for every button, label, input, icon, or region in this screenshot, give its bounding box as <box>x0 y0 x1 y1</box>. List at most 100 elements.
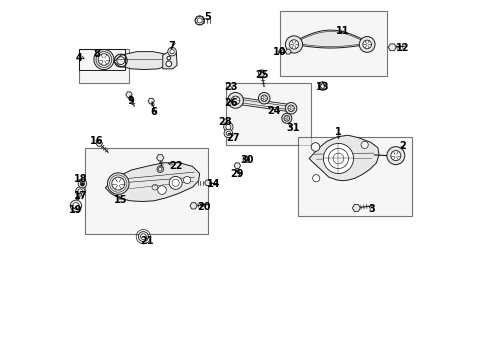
Text: 27: 27 <box>226 133 239 143</box>
Circle shape <box>243 156 249 162</box>
Circle shape <box>158 167 162 171</box>
Circle shape <box>323 143 353 174</box>
Circle shape <box>285 103 296 114</box>
Text: 26: 26 <box>224 98 237 108</box>
Polygon shape <box>148 98 154 104</box>
Circle shape <box>138 231 148 242</box>
Circle shape <box>360 141 367 148</box>
Text: 7: 7 <box>168 41 175 50</box>
Text: 11: 11 <box>336 26 349 36</box>
Circle shape <box>76 187 85 196</box>
Circle shape <box>157 166 163 172</box>
Polygon shape <box>114 51 167 69</box>
Circle shape <box>310 143 319 151</box>
Bar <box>85 148 207 234</box>
Text: 21: 21 <box>140 236 153 246</box>
Text: 31: 31 <box>285 123 299 133</box>
Circle shape <box>223 122 233 132</box>
Text: 17: 17 <box>73 191 87 201</box>
Text: 13: 13 <box>315 82 329 93</box>
Text: 15: 15 <box>114 195 127 205</box>
Text: 20: 20 <box>197 202 211 212</box>
Text: 19: 19 <box>68 206 82 216</box>
Text: 9: 9 <box>127 96 134 106</box>
Text: 24: 24 <box>266 106 280 116</box>
Circle shape <box>78 189 82 194</box>
Circle shape <box>225 125 230 130</box>
Text: 28: 28 <box>218 117 231 127</box>
Text: 18: 18 <box>73 174 87 184</box>
Text: 5: 5 <box>204 12 211 22</box>
Circle shape <box>197 18 202 23</box>
Text: 2: 2 <box>398 141 405 151</box>
Polygon shape <box>293 30 366 48</box>
Circle shape <box>94 49 114 69</box>
Bar <box>279 12 386 76</box>
Circle shape <box>386 147 404 165</box>
Circle shape <box>98 54 109 65</box>
Circle shape <box>167 47 176 56</box>
Text: 3: 3 <box>367 204 374 215</box>
Circle shape <box>112 177 124 190</box>
Circle shape <box>80 181 84 186</box>
Circle shape <box>140 234 146 239</box>
Text: 12: 12 <box>395 43 408 53</box>
Circle shape <box>107 173 129 194</box>
Circle shape <box>78 179 86 188</box>
Bar <box>225 83 310 145</box>
Circle shape <box>362 40 371 49</box>
Polygon shape <box>285 49 290 54</box>
Text: 10: 10 <box>272 46 286 57</box>
Circle shape <box>284 116 289 121</box>
Circle shape <box>165 61 171 67</box>
Polygon shape <box>234 163 240 168</box>
Polygon shape <box>204 180 211 186</box>
Bar <box>79 49 129 83</box>
Circle shape <box>195 16 204 25</box>
Circle shape <box>183 176 190 184</box>
Circle shape <box>169 176 182 189</box>
Polygon shape <box>96 141 102 146</box>
Circle shape <box>258 93 269 104</box>
Circle shape <box>318 82 326 90</box>
Polygon shape <box>352 204 360 211</box>
Text: 30: 30 <box>240 155 254 165</box>
Circle shape <box>281 113 291 123</box>
Text: 29: 29 <box>229 168 243 179</box>
Polygon shape <box>190 203 197 209</box>
Bar <box>79 49 125 69</box>
Polygon shape <box>308 135 378 181</box>
Circle shape <box>312 175 319 182</box>
Circle shape <box>359 37 374 52</box>
Circle shape <box>244 157 247 161</box>
Polygon shape <box>195 17 204 24</box>
Polygon shape <box>156 155 163 161</box>
Polygon shape <box>387 44 395 51</box>
Polygon shape <box>125 92 132 98</box>
Circle shape <box>167 56 170 60</box>
Circle shape <box>287 105 294 112</box>
Text: 25: 25 <box>254 70 268 80</box>
Bar <box>297 137 411 216</box>
Text: 16: 16 <box>90 136 103 145</box>
Circle shape <box>70 200 81 212</box>
Polygon shape <box>258 70 265 76</box>
Circle shape <box>231 96 239 105</box>
Circle shape <box>169 49 174 54</box>
Polygon shape <box>163 50 177 69</box>
Circle shape <box>227 93 243 108</box>
Circle shape <box>226 131 230 135</box>
Circle shape <box>76 196 80 200</box>
Circle shape <box>320 84 324 88</box>
Circle shape <box>285 36 302 53</box>
Text: 1: 1 <box>334 127 341 136</box>
Text: 6: 6 <box>150 107 157 117</box>
Circle shape <box>224 129 232 138</box>
Text: 8: 8 <box>93 49 100 59</box>
Text: 22: 22 <box>168 161 182 171</box>
Text: 23: 23 <box>224 82 237 92</box>
Circle shape <box>158 186 166 194</box>
Polygon shape <box>235 97 291 112</box>
Circle shape <box>390 150 400 161</box>
Circle shape <box>81 183 84 186</box>
